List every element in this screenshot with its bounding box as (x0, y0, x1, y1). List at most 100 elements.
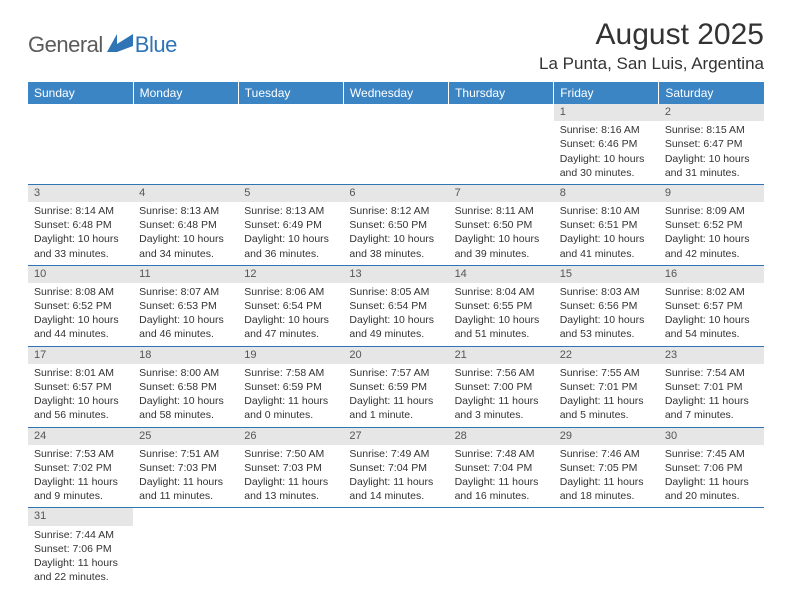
daylight: Daylight: 11 hours (455, 394, 548, 408)
sunset: Sunset: 6:51 PM (560, 218, 653, 232)
daylight: Daylight: 11 hours (244, 475, 337, 489)
day-number: 22 (554, 347, 659, 364)
calendar-day: 5Sunrise: 8:13 AMSunset: 6:49 PMDaylight… (238, 184, 343, 265)
day-content: Sunrise: 7:45 AMSunset: 7:06 PMDaylight:… (659, 445, 764, 508)
daylight: Daylight: 10 hours (560, 152, 653, 166)
day-number: 8 (554, 185, 659, 202)
weekday-header: Monday (133, 82, 238, 104)
sunrise: Sunrise: 8:04 AM (455, 285, 548, 299)
sunrise: Sunrise: 7:44 AM (34, 528, 127, 542)
day-content: Sunrise: 7:50 AMSunset: 7:03 PMDaylight:… (238, 445, 343, 508)
sunset: Sunset: 6:56 PM (560, 299, 653, 313)
sunset: Sunset: 6:49 PM (244, 218, 337, 232)
day-number: 14 (449, 266, 554, 283)
day-content: Sunrise: 8:10 AMSunset: 6:51 PMDaylight:… (554, 202, 659, 265)
day-content: Sunrise: 7:44 AMSunset: 7:06 PMDaylight:… (28, 526, 133, 589)
sunrise: Sunrise: 8:13 AM (244, 204, 337, 218)
day-number: 5 (238, 185, 343, 202)
daylight: Daylight: 11 hours (665, 475, 758, 489)
calendar-day: 25Sunrise: 7:51 AMSunset: 7:03 PMDayligh… (133, 427, 238, 508)
day-number: 9 (659, 185, 764, 202)
calendar-week: 24Sunrise: 7:53 AMSunset: 7:02 PMDayligh… (28, 427, 764, 508)
sunset: Sunset: 7:01 PM (665, 380, 758, 394)
sunrise: Sunrise: 8:02 AM (665, 285, 758, 299)
calendar-day (343, 508, 448, 588)
sunrise: Sunrise: 7:48 AM (455, 447, 548, 461)
day-content: Sunrise: 7:53 AMSunset: 7:02 PMDaylight:… (28, 445, 133, 508)
daylight: and 42 minutes. (665, 247, 758, 261)
day-content: Sunrise: 8:15 AMSunset: 6:47 PMDaylight:… (659, 121, 764, 184)
sunset: Sunset: 6:52 PM (34, 299, 127, 313)
daylight: and 54 minutes. (665, 327, 758, 341)
day-number: 16 (659, 266, 764, 283)
day-number: 28 (449, 428, 554, 445)
day-number: 19 (238, 347, 343, 364)
day-content: Sunrise: 7:49 AMSunset: 7:04 PMDaylight:… (343, 445, 448, 508)
sunrise: Sunrise: 8:08 AM (34, 285, 127, 299)
daylight: Daylight: 11 hours (34, 475, 127, 489)
day-content: Sunrise: 8:09 AMSunset: 6:52 PMDaylight:… (659, 202, 764, 265)
sunset: Sunset: 7:00 PM (455, 380, 548, 394)
day-content: Sunrise: 7:57 AMSunset: 6:59 PMDaylight:… (343, 364, 448, 427)
sunset: Sunset: 7:06 PM (34, 542, 127, 556)
calendar-week: 1Sunrise: 8:16 AMSunset: 6:46 PMDaylight… (28, 104, 764, 184)
sunset: Sunset: 6:58 PM (139, 380, 232, 394)
day-number: 2 (659, 104, 764, 121)
calendar-day: 15Sunrise: 8:03 AMSunset: 6:56 PMDayligh… (554, 265, 659, 346)
page: General Blue August 2025 La Punta, San L… (0, 0, 792, 598)
calendar-day: 22Sunrise: 7:55 AMSunset: 7:01 PMDayligh… (554, 346, 659, 427)
day-content: Sunrise: 8:00 AMSunset: 6:58 PMDaylight:… (133, 364, 238, 427)
day-content: Sunrise: 8:16 AMSunset: 6:46 PMDaylight:… (554, 121, 659, 184)
calendar-day: 11Sunrise: 8:07 AMSunset: 6:53 PMDayligh… (133, 265, 238, 346)
day-content: Sunrise: 8:02 AMSunset: 6:57 PMDaylight:… (659, 283, 764, 346)
calendar-day (449, 104, 554, 184)
daylight: Daylight: 11 hours (349, 475, 442, 489)
daylight: Daylight: 11 hours (139, 475, 232, 489)
calendar-day: 4Sunrise: 8:13 AMSunset: 6:48 PMDaylight… (133, 184, 238, 265)
sunrise: Sunrise: 8:05 AM (349, 285, 442, 299)
daylight: Daylight: 10 hours (665, 232, 758, 246)
calendar-day: 27Sunrise: 7:49 AMSunset: 7:04 PMDayligh… (343, 427, 448, 508)
calendar-week: 31Sunrise: 7:44 AMSunset: 7:06 PMDayligh… (28, 508, 764, 588)
daylight: and 11 minutes. (139, 489, 232, 503)
daylight: and 44 minutes. (34, 327, 127, 341)
day-content: Sunrise: 8:05 AMSunset: 6:54 PMDaylight:… (343, 283, 448, 346)
day-content: Sunrise: 8:07 AMSunset: 6:53 PMDaylight:… (133, 283, 238, 346)
daylight: and 33 minutes. (34, 247, 127, 261)
weekday-header: Wednesday (343, 82, 448, 104)
daylight: Daylight: 11 hours (34, 556, 127, 570)
sunrise: Sunrise: 7:49 AM (349, 447, 442, 461)
sunrise: Sunrise: 8:16 AM (560, 123, 653, 137)
sunset: Sunset: 6:50 PM (455, 218, 548, 232)
sunrise: Sunrise: 8:12 AM (349, 204, 442, 218)
sunset: Sunset: 6:50 PM (349, 218, 442, 232)
day-number: 27 (343, 428, 448, 445)
calendar-day (133, 104, 238, 184)
daylight: and 38 minutes. (349, 247, 442, 261)
day-content: Sunrise: 8:06 AMSunset: 6:54 PMDaylight:… (238, 283, 343, 346)
day-number: 13 (343, 266, 448, 283)
sunset: Sunset: 6:48 PM (139, 218, 232, 232)
flag-icon (107, 34, 133, 59)
daylight: Daylight: 10 hours (34, 232, 127, 246)
day-content: Sunrise: 8:12 AMSunset: 6:50 PMDaylight:… (343, 202, 448, 265)
brand-text-general: General (28, 32, 103, 58)
calendar-day (28, 104, 133, 184)
day-content: Sunrise: 8:13 AMSunset: 6:49 PMDaylight:… (238, 202, 343, 265)
calendar-body: 1Sunrise: 8:16 AMSunset: 6:46 PMDaylight… (28, 104, 764, 588)
calendar-day: 17Sunrise: 8:01 AMSunset: 6:57 PMDayligh… (28, 346, 133, 427)
day-number: 23 (659, 347, 764, 364)
calendar-day: 21Sunrise: 7:56 AMSunset: 7:00 PMDayligh… (449, 346, 554, 427)
calendar-day: 14Sunrise: 8:04 AMSunset: 6:55 PMDayligh… (449, 265, 554, 346)
sunset: Sunset: 6:57 PM (34, 380, 127, 394)
calendar-day: 29Sunrise: 7:46 AMSunset: 7:05 PMDayligh… (554, 427, 659, 508)
daylight: Daylight: 10 hours (244, 232, 337, 246)
sunset: Sunset: 6:54 PM (244, 299, 337, 313)
calendar-day (238, 508, 343, 588)
calendar-day: 8Sunrise: 8:10 AMSunset: 6:51 PMDaylight… (554, 184, 659, 265)
calendar-day: 9Sunrise: 8:09 AMSunset: 6:52 PMDaylight… (659, 184, 764, 265)
day-content: Sunrise: 7:54 AMSunset: 7:01 PMDaylight:… (659, 364, 764, 427)
calendar-day (133, 508, 238, 588)
calendar-header-row: SundayMondayTuesdayWednesdayThursdayFrid… (28, 82, 764, 104)
daylight: and 31 minutes. (665, 166, 758, 180)
